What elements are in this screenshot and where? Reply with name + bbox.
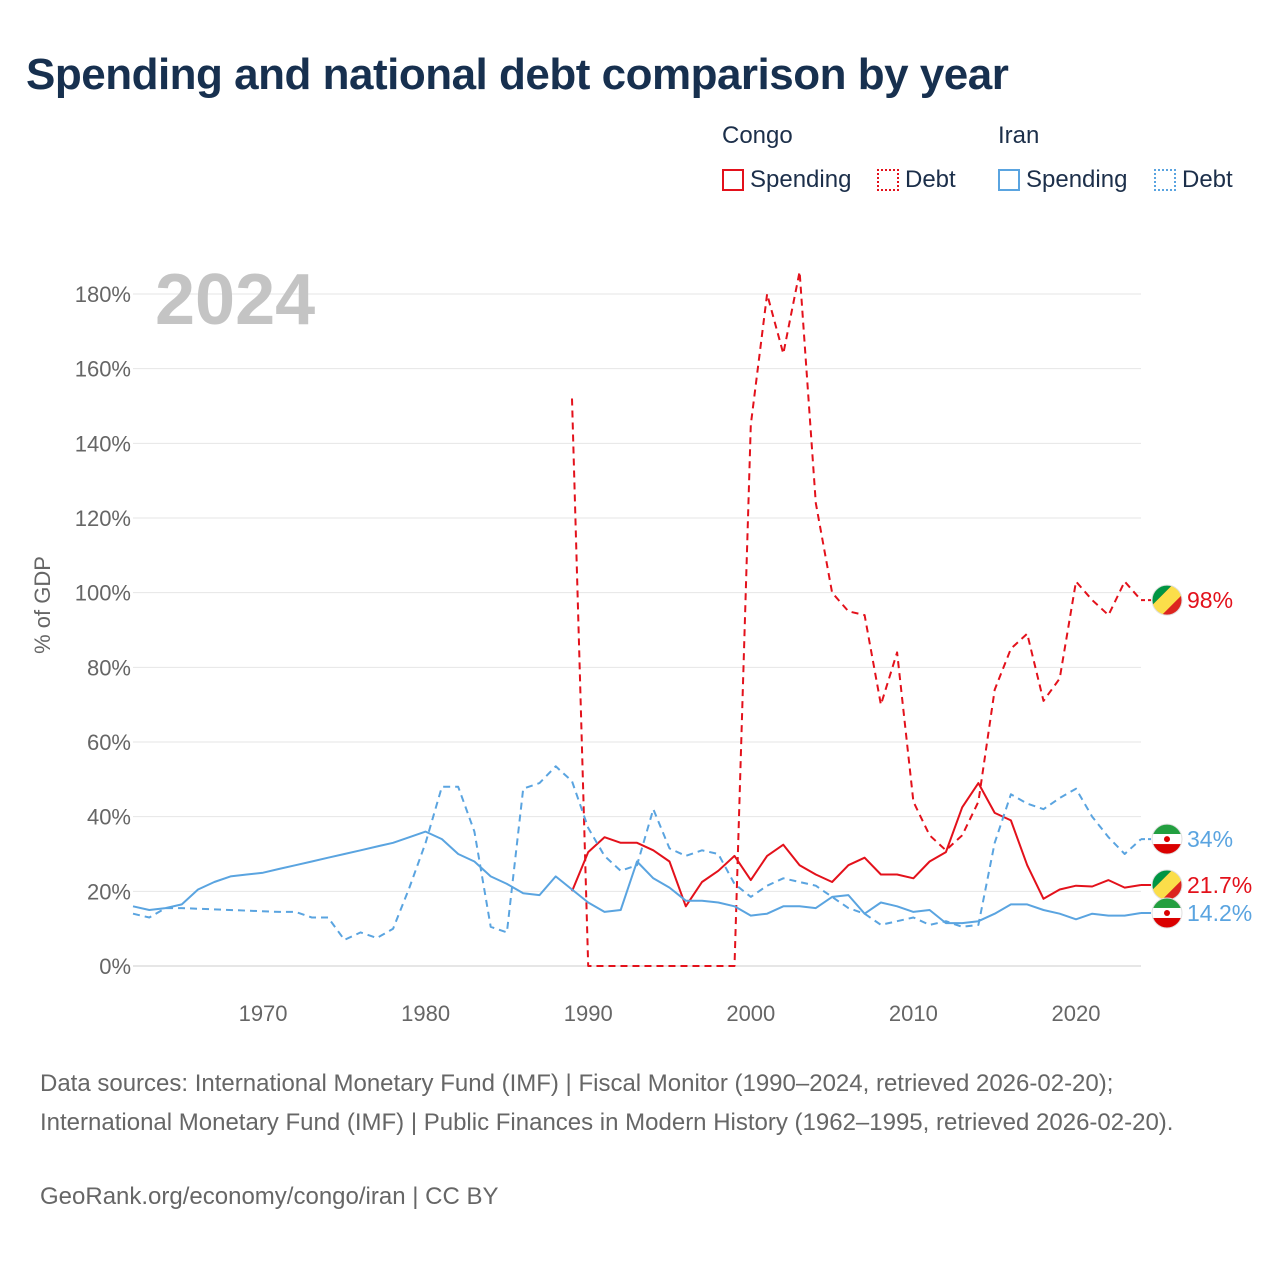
y-tick-label: 100% [75,581,131,606]
legend-label-iran-spending: Spending [1026,166,1128,193]
x-tick-label: 1980 [401,1001,450,1026]
series-line-iran-spending[interactable] [132,830,1142,925]
legend-swatch-congo-spending [722,169,744,191]
x-tick-label: 2020 [1051,1001,1100,1026]
end-labels: 98% 21.7% 34% 14.2% [1141,584,1252,929]
y-tick-label: 160% [75,357,131,382]
series-line-iran-debt[interactable] [132,765,1142,941]
chart-title: Spending and national debt comparison by… [26,50,1009,99]
x-tick-label: 2000 [726,1001,775,1026]
end-label-congo-spending: 21.7% [1187,872,1252,898]
gridlines [133,293,1141,967]
credit-link[interactable]: GeoRank.org/economy/congo/iran | CC BY [40,1183,499,1210]
congo-flag-icon [1151,869,1183,901]
end-label-congo-debt: 98% [1187,587,1233,613]
iran-flag-icon [1151,897,1183,929]
y-tick-label: 20% [87,879,131,904]
legend-item-iran-spending[interactable]: Spending [998,166,1127,194]
x-tick-label: 1990 [564,1001,613,1026]
y-axis: 0% 20% 40% 60% 80% 100% 120% 140% 160% 180% [75,282,131,979]
end-label-iran-spending: 14.2% [1187,900,1252,926]
legend-item-iran-debt[interactable]: Debt [1154,166,1233,194]
series-line-congo-debt[interactable] [571,270,1142,967]
x-tick-label: 2010 [889,1001,938,1026]
y-tick-label: 140% [75,431,131,456]
y-tick-label: 40% [87,805,131,830]
series-line-congo-spending[interactable] [571,782,1142,908]
legend-swatch-congo-debt [877,169,899,191]
year-watermark: 2024 [155,260,315,340]
legend-country-congo: Congo [722,122,793,149]
iran-flag-icon [1151,823,1183,855]
y-tick-label: 0% [99,954,131,979]
legend-swatch-iran-debt [1154,169,1176,191]
line-chart: 0%20%40%60%80%100%120%140%160%180% 1970 1… [30,260,1252,1026]
legend-label-congo-spending: Spending [750,166,852,193]
x-tick-label: 1970 [239,1001,288,1026]
data-sources: Data sources: International Monetary Fun… [40,1070,1174,1136]
legend-label-congo-debt: Debt [905,166,956,193]
y-axis-label: % of GDP [30,556,55,654]
congo-flag-icon [1151,584,1183,616]
series-lines [132,270,1142,967]
legend-country-iran: Iran [998,122,1040,149]
y-tick-label: 120% [75,506,131,531]
end-label-iran-debt: 34% [1187,826,1233,852]
y-tick-label: 80% [87,655,131,680]
y-tick-label: 60% [87,730,131,755]
legend-item-congo-debt[interactable]: Debt [877,166,956,194]
legend-item-congo-spending[interactable]: Spending [722,166,851,194]
y-tick-label: 180% [75,282,131,307]
legend-swatch-iran-spending [998,169,1020,191]
legend-label-iran-debt: Debt [1182,166,1233,193]
x-axis: 1970 1980 1990 2000 2010 2020 [239,1001,1101,1026]
